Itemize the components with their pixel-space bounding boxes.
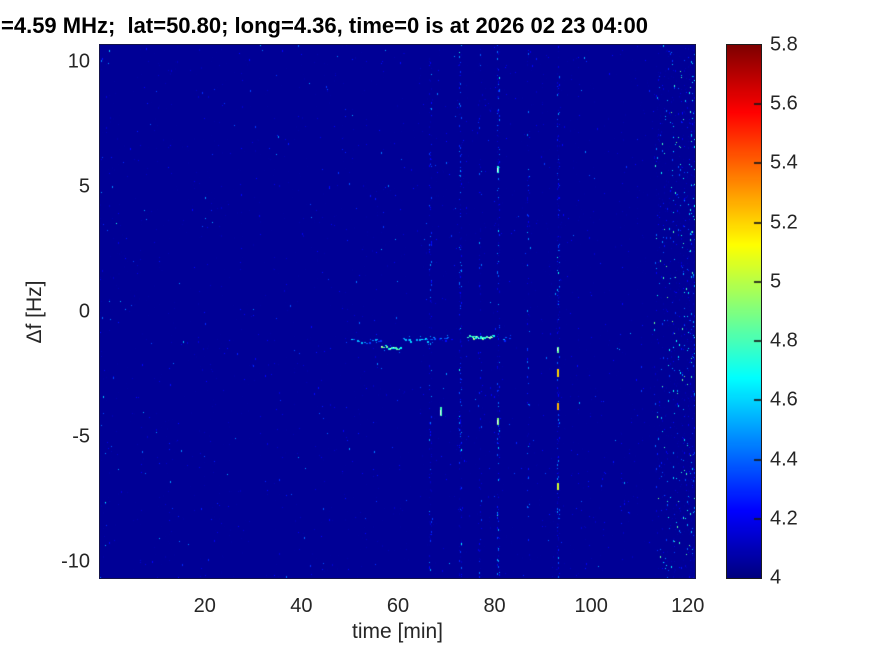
colorbar-tick-label: 5 bbox=[770, 270, 782, 293]
y-tick-label: 5 bbox=[78, 175, 90, 198]
heatmap-plot-area bbox=[99, 44, 696, 579]
x-tick-label: 100 bbox=[574, 595, 608, 617]
colorbar-tick-label: 5.6 bbox=[770, 92, 798, 115]
x-tick-label: 20 bbox=[193, 595, 216, 617]
x-tick-label: 40 bbox=[290, 595, 313, 617]
colorbar-tick-label: 4.8 bbox=[770, 329, 798, 352]
colorbar bbox=[726, 44, 762, 579]
colorbar-tick-label: 4 bbox=[770, 566, 782, 589]
plot-title: =4.59 MHz; lat=50.80; long=4.36, time=0 … bbox=[1, 13, 648, 38]
colorbar-tick-label: 4.4 bbox=[770, 448, 798, 471]
colorbar-tick-label: 5.4 bbox=[770, 151, 798, 174]
x-axis-label: time [min] bbox=[351, 620, 443, 643]
x-tick-label: 80 bbox=[483, 595, 506, 617]
x-tick-label: 120 bbox=[671, 595, 705, 617]
y-tick-label: 10 bbox=[67, 50, 90, 73]
colorbar-tick-label: 5.8 bbox=[770, 33, 798, 56]
y-tick-label: -10 bbox=[61, 550, 90, 573]
colorbar-tick-label: 4.2 bbox=[770, 507, 798, 530]
colorbar-tick-label: 5.2 bbox=[770, 211, 798, 234]
y-tick-label: 0 bbox=[78, 300, 90, 323]
x-tick-label: 60 bbox=[386, 595, 410, 617]
colorbar-tick-label: 4.6 bbox=[770, 388, 798, 411]
y-tick-label: -5 bbox=[72, 425, 90, 448]
